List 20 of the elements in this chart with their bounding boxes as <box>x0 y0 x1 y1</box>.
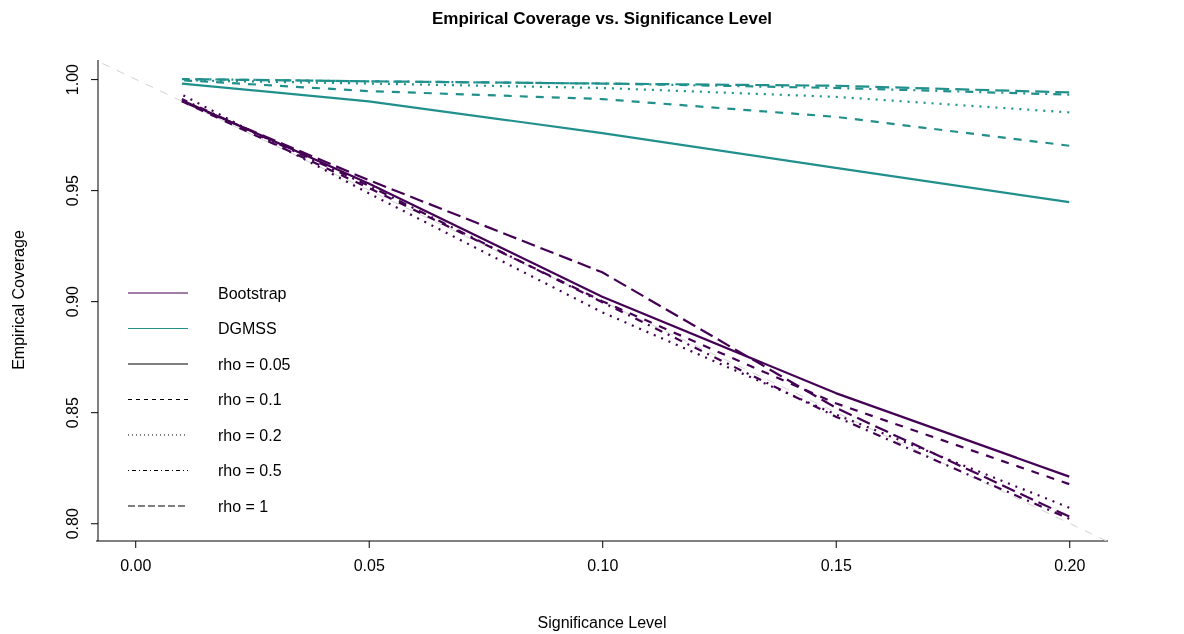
legend-label: rho = 0.2 <box>218 426 282 444</box>
x-tick-label: 0.00 <box>120 557 152 575</box>
x-tick-label: 0.10 <box>587 557 619 575</box>
legend-label: rho = 0.05 <box>218 355 291 373</box>
y-tick-label: 1.00 <box>63 63 81 96</box>
x-axis-title: Significance Level <box>537 614 667 631</box>
legend-label: rho = 0.1 <box>218 391 282 409</box>
chart-title: Empirical Coverage vs. Significance Level <box>431 9 773 28</box>
y-axis-title: Empirical Coverage <box>10 230 27 370</box>
x-tick-label: 0.05 <box>353 557 385 575</box>
y-tick-label: 0.80 <box>63 508 81 540</box>
x-tick-label: 0.15 <box>820 557 852 575</box>
legend-label: Bootstrap <box>218 284 287 302</box>
y-tick-label: 0.90 <box>63 285 81 318</box>
y-tick-label: 0.85 <box>63 397 81 429</box>
x-tick-label: 0.20 <box>1054 557 1086 575</box>
y-tick-label: 0.95 <box>63 174 81 207</box>
legend-label: rho = 0.5 <box>218 462 282 480</box>
legend-label: DGMSS <box>218 320 277 338</box>
legend-label: rho = 1 <box>218 497 269 515</box>
